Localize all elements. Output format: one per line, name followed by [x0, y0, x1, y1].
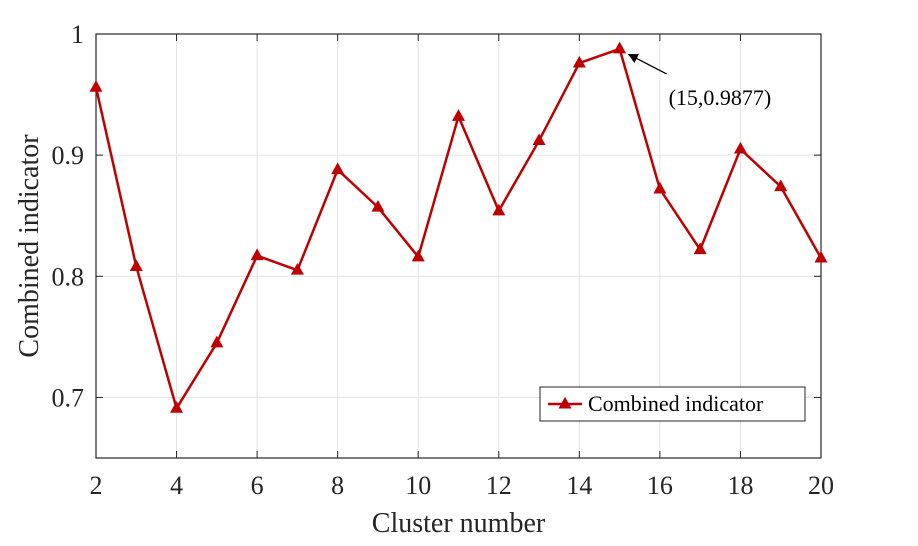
- data-point: [693, 242, 707, 255]
- x-tick-label: 12: [486, 471, 512, 500]
- data-point: [170, 401, 184, 413]
- x-tick-label: 20: [808, 471, 834, 500]
- data-point: [733, 141, 747, 154]
- legend: Combined indicator: [539, 386, 806, 422]
- data-point: [572, 55, 586, 68]
- data-point: [250, 248, 264, 261]
- x-tick-label: 18: [727, 471, 753, 500]
- y-tick-label: 0.7: [52, 383, 85, 412]
- data-point: [774, 179, 788, 192]
- x-tick-label: 6: [251, 471, 264, 500]
- annotation: (15,0.9877): [627, 53, 772, 110]
- data-point: [532, 133, 546, 146]
- data-point: [331, 162, 345, 175]
- data-point: [653, 181, 667, 194]
- data-point: [613, 41, 627, 54]
- data-point: [492, 203, 506, 216]
- plot-frame: [95, 33, 822, 459]
- data-point: [210, 335, 224, 348]
- x-tick-label: 4: [170, 471, 183, 500]
- data-point: [814, 250, 828, 263]
- y-axis-label: Combined indicator: [14, 134, 45, 358]
- x-tick-label: 2: [90, 471, 103, 500]
- legend-label: Combined indicator: [588, 391, 764, 416]
- data-point: [129, 259, 143, 272]
- series: [89, 41, 828, 413]
- data-point: [452, 109, 465, 121]
- y-tick-label: 0.9: [52, 141, 85, 170]
- data-point: [290, 262, 304, 275]
- annotation-arrow: [627, 53, 667, 75]
- x-axis-label: Cluster number: [372, 508, 546, 539]
- data-point: [89, 80, 103, 92]
- annotation-label: (15,0.9877): [669, 85, 772, 110]
- y-tick-label: 0.8: [52, 262, 85, 291]
- data-point: [411, 249, 425, 262]
- legend-marker: [558, 396, 572, 409]
- x-tick-label: 14: [566, 471, 592, 500]
- x-tick-label: 10: [405, 471, 431, 500]
- y-tick-label: 1: [71, 20, 84, 49]
- ticks: 2 4 6 8 10 12 14 16 18 20 0.7 0.8 0.9 1: [52, 20, 835, 500]
- x-tick-label: 8: [331, 471, 344, 500]
- data-point: [371, 199, 385, 212]
- x-tick-label: 16: [647, 471, 673, 500]
- legend-box: [539, 386, 806, 422]
